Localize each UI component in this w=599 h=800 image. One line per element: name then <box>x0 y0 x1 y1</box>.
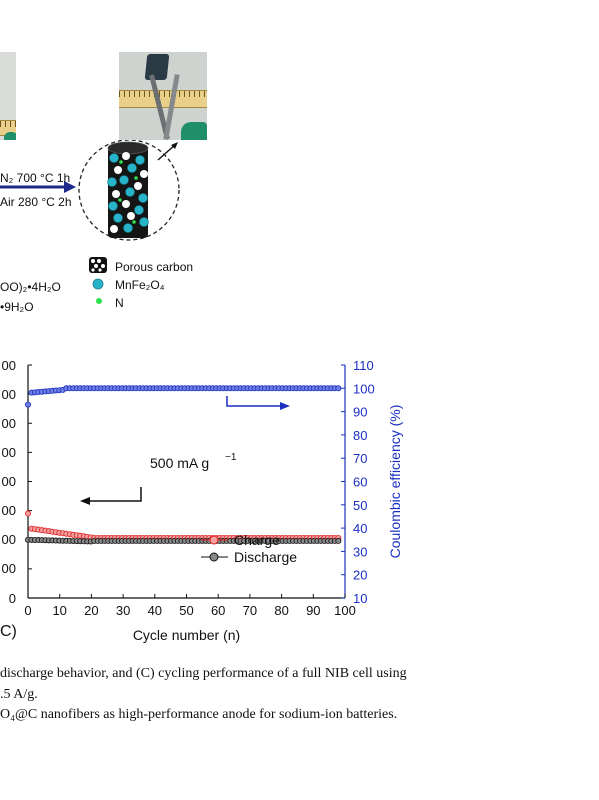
mnfe2o4-particle <box>123 223 133 233</box>
carbon-pore <box>127 212 135 220</box>
x-tick-label: 60 <box>211 603 225 618</box>
nitrogen-dot-icon <box>96 298 102 304</box>
mnfe2o4-particle <box>138 193 148 203</box>
mnfe2o4-particle <box>125 187 135 197</box>
precursor-2: •9H₂O <box>0 300 34 314</box>
glove <box>181 122 207 140</box>
caption-line-2: .5 A/g. <box>0 687 38 702</box>
ce-point <box>24 401 31 408</box>
rate-annotation: 500 mA g <box>150 455 209 471</box>
x-tick-label: 10 <box>52 603 66 618</box>
rate-annotation-sup: −1 <box>225 452 237 463</box>
left-y-tick-label: 00 <box>2 532 16 547</box>
panel-label: C) <box>0 623 17 640</box>
nitrogen-dot <box>119 160 123 164</box>
legend-nitrogen: N <box>115 296 124 310</box>
mnfe2o4-particle <box>135 155 145 165</box>
right-y-axis-label: Coulombic efficiency (%) <box>387 405 403 559</box>
nitrogen-dot <box>132 220 136 224</box>
charge-point <box>24 510 31 517</box>
legend-marker <box>209 535 219 545</box>
arrow-bottom-label: Air 280 °C 2h <box>0 195 72 209</box>
left-y-tick-label: 00 <box>2 561 16 576</box>
x-tick-label: 70 <box>243 603 257 618</box>
ce-point <box>335 385 342 392</box>
precursor-1: OO)₂•4H₂O <box>0 280 61 294</box>
mnfe2o4-particle <box>107 177 117 187</box>
carbon-pore <box>122 152 130 160</box>
right-y-tick-label: 80 <box>353 428 367 443</box>
legend-label: Discharge <box>234 549 297 565</box>
nitrogen-dot <box>134 176 138 180</box>
magnified-circle <box>78 140 180 241</box>
right-y-tick-label: 100 <box>353 381 375 396</box>
left-y-tick-label: 00 <box>2 358 16 373</box>
right-y-tick-label: 20 <box>353 568 367 583</box>
discharge-point <box>335 537 342 544</box>
left-photo-fragment <box>0 52 16 140</box>
carbon-pore <box>140 170 148 178</box>
legend-mnfe2o4: MnFe₂O₄ <box>115 278 165 292</box>
x-tick-label: 90 <box>306 603 320 618</box>
left-y-tick-label: 00 <box>2 474 16 489</box>
mnfe2o4-particle <box>139 217 149 227</box>
left-y-tick-label: 00 <box>2 387 16 402</box>
mnfe2o4-particle <box>113 213 123 223</box>
arrow-top-label: N₂ 700 °C 1h <box>0 171 71 185</box>
mnfe2o4-particle <box>109 153 119 163</box>
x-tick-label: 0 <box>24 603 31 618</box>
right-y-tick-label: 60 <box>353 475 367 490</box>
x-tick-label: 50 <box>179 603 193 618</box>
mnfe2o4-particle <box>108 201 118 211</box>
mnfe2o4-particle <box>119 175 129 185</box>
x-tick-label: 40 <box>148 603 162 618</box>
left-y-tick-label: 0 <box>9 591 16 606</box>
mnfe2o4-particle <box>127 163 137 173</box>
nitrogen-dot <box>118 198 122 202</box>
legend-label: Charge <box>234 532 280 548</box>
right-y-tick-label: 30 <box>353 544 367 559</box>
right-y-tick-label: 90 <box>353 405 367 420</box>
x-tick-label: 100 <box>334 603 356 618</box>
left-y-tick-label: 00 <box>2 416 16 431</box>
caption-line-1: discharge behavior, and (C) cycling perf… <box>0 666 407 681</box>
right-y-tick-label: 110 <box>353 358 374 373</box>
carbon-pore <box>134 182 142 190</box>
left-y-tick-label: 00 <box>2 503 16 518</box>
left-y-tick-label: 00 <box>2 445 16 460</box>
x-axis-label: Cycle number (n) <box>133 627 240 643</box>
caption-line-3: O₄@C nanofibers as high-performance anod… <box>0 707 398 722</box>
carbon-pore <box>110 225 118 233</box>
right-y-tick-label: 40 <box>353 521 367 536</box>
right-y-tick-label: 10 <box>353 591 367 606</box>
legend-marker <box>209 552 219 562</box>
x-tick-label: 20 <box>84 603 98 618</box>
x-tick-label: 80 <box>274 603 288 618</box>
right-y-tick-label: 70 <box>353 451 367 466</box>
mnfe2o4-particle <box>134 205 144 215</box>
right-axis-arrow <box>226 396 283 407</box>
mnfe2o4-particle-icon <box>92 278 104 290</box>
sample-photo <box>119 52 207 140</box>
carbon-pore <box>122 200 130 208</box>
nanofiber-cylinder <box>107 141 149 238</box>
left-axis-arrow <box>88 487 142 502</box>
carbon-pore <box>114 166 122 174</box>
porous-carbon-icon <box>89 257 107 273</box>
x-tick-label: 30 <box>116 603 130 618</box>
ruler <box>119 90 207 108</box>
right-y-tick-label: 50 <box>353 498 367 513</box>
carbon-pore <box>112 190 120 198</box>
legend-porous-carbon: Porous carbon <box>115 260 194 274</box>
